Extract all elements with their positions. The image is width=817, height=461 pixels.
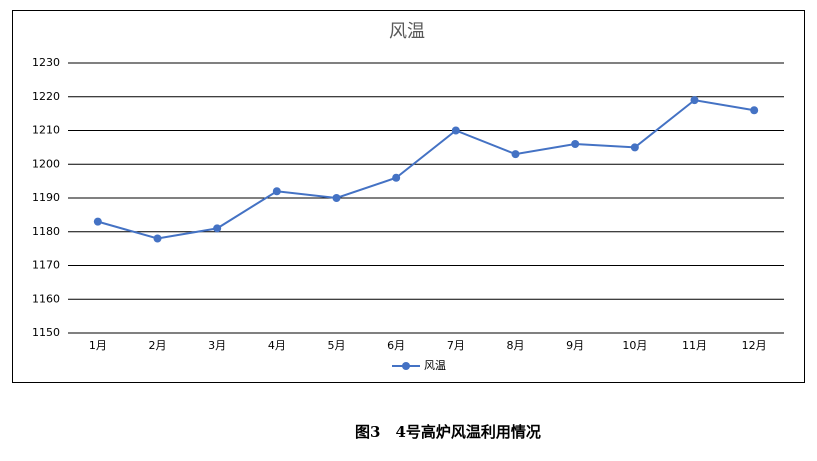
point xyxy=(392,173,401,182)
legend-marker xyxy=(402,362,410,370)
point xyxy=(451,126,460,135)
y-tick-label: 1210 xyxy=(32,124,60,137)
x-tick-label: 2月 xyxy=(149,339,167,352)
x-tick-label: 6月 xyxy=(387,339,405,352)
x-tick-label: 1月 xyxy=(89,339,107,352)
x-tick-label: 7月 xyxy=(447,339,465,352)
y-tick-label: 1190 xyxy=(32,191,60,204)
legend-label: 风温 xyxy=(424,359,446,372)
x-tick-label: 10月 xyxy=(622,339,647,352)
chart-frame xyxy=(12,10,805,383)
y-tick-label: 1200 xyxy=(32,157,60,170)
y-tick-label: 1180 xyxy=(32,225,60,238)
x-tick-label: 9月 xyxy=(566,339,584,352)
y-tick-label: 1230 xyxy=(32,56,60,69)
y-tick-label: 1150 xyxy=(32,326,60,339)
point xyxy=(571,140,580,148)
chart-title: 风温 xyxy=(389,21,425,42)
x-tick-label: 12月 xyxy=(742,339,767,352)
point xyxy=(153,234,162,243)
point xyxy=(272,187,281,196)
point xyxy=(332,194,341,202)
y-tick-label: 1170 xyxy=(32,259,60,272)
point xyxy=(93,217,102,226)
point xyxy=(511,150,520,159)
y-tick-label: 1220 xyxy=(32,90,60,103)
x-tick-label: 11月 xyxy=(682,339,707,352)
line xyxy=(97,99,755,240)
y-tick-label: 1160 xyxy=(32,292,60,305)
point xyxy=(750,106,759,115)
x-tick-label: 8月 xyxy=(507,339,525,352)
x-tick-label: 3月 xyxy=(208,339,226,352)
x-tick-label: 4月 xyxy=(268,339,286,352)
point xyxy=(690,96,699,105)
x-tick-label: 5月 xyxy=(328,339,346,352)
caption: 图3 4号高炉风温利用情况 xyxy=(355,423,541,441)
point xyxy=(630,143,639,152)
point xyxy=(213,224,222,233)
